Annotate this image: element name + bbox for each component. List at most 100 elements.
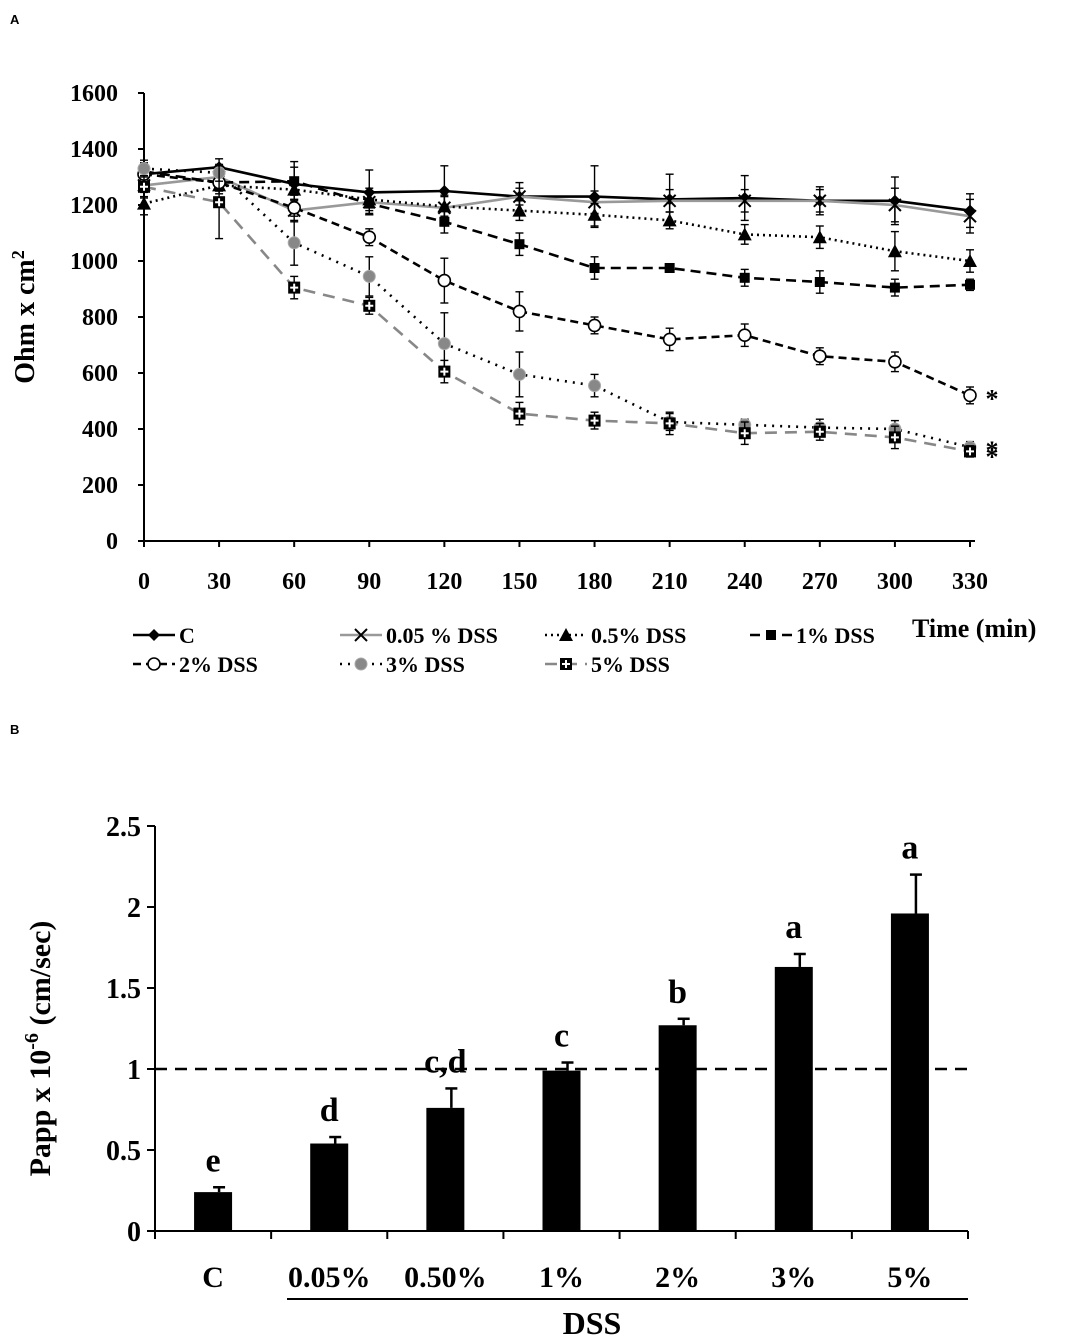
bar — [774, 966, 813, 1231]
data-point — [738, 194, 752, 208]
data-point — [963, 388, 977, 403]
data-point — [287, 236, 301, 250]
y-tick-label: 1000 — [70, 249, 118, 275]
y-tick-label: 600 — [82, 361, 118, 387]
data-point — [437, 337, 451, 351]
y-tick-label: 800 — [82, 305, 118, 331]
x-tick-label: 60 — [282, 569, 306, 595]
legend-label: C — [179, 623, 195, 648]
x-tick-label: 3% — [771, 1261, 816, 1294]
x-tick-label: 180 — [577, 569, 613, 595]
y-tick-label: 2.5 — [106, 812, 141, 843]
series-6 — [138, 165, 976, 458]
data-point — [587, 195, 602, 209]
data-point — [437, 199, 452, 213]
data-point — [438, 185, 451, 197]
legend-marker — [147, 657, 161, 671]
legend-entry: C — [133, 623, 195, 648]
x-tick-label: 210 — [652, 569, 688, 595]
legend-marker — [148, 629, 160, 641]
data-point — [812, 230, 827, 244]
significance-star: * — [986, 384, 999, 413]
data-point — [438, 365, 451, 378]
data-point — [138, 180, 150, 193]
data-point — [588, 379, 602, 393]
x-tick-label: C — [202, 1261, 224, 1294]
legend-entry: 0.5% DSS — [545, 623, 686, 648]
y-tick-label: 1600 — [70, 81, 118, 107]
y-tick-label: 0.5 — [106, 1136, 141, 1167]
series-line — [143, 170, 971, 289]
legend-entry: 2% DSS — [133, 652, 258, 677]
significance-letter: e — [206, 1142, 221, 1179]
data-point — [662, 213, 677, 227]
legend-label: 2% DSS — [179, 652, 258, 677]
significance-letter: a — [785, 909, 802, 946]
data-point — [137, 196, 151, 210]
data-point — [587, 207, 602, 221]
x-tick-label: 150 — [501, 569, 537, 595]
data-point — [587, 318, 602, 333]
x-tick-label: 1% — [539, 1261, 584, 1294]
data-point — [739, 272, 750, 283]
x-tick-label: 2% — [655, 1261, 700, 1294]
x-tick-label: 90 — [357, 569, 381, 595]
significance-letter: d — [320, 1092, 339, 1129]
data-point — [963, 254, 977, 267]
data-point — [364, 198, 375, 209]
legend-marker — [766, 630, 776, 640]
y-tick-label: 400 — [82, 417, 118, 443]
data-point — [813, 425, 826, 438]
x-tick-label: 120 — [426, 569, 462, 595]
data-point — [737, 328, 752, 343]
bar — [890, 913, 929, 1231]
y-tick-label: 1200 — [70, 193, 118, 219]
data-point — [813, 194, 827, 208]
data-point — [889, 282, 900, 293]
legend-entry: 1% DSS — [750, 623, 875, 648]
data-point — [288, 281, 301, 294]
data-point — [737, 227, 752, 241]
x-tick-label: 300 — [877, 569, 913, 595]
x-axis-label: Time (min) — [912, 614, 1036, 643]
legend-label: 0.05 % DSS — [386, 623, 498, 648]
bar — [658, 1025, 697, 1231]
x-tick-label: 30 — [207, 569, 231, 595]
data-point — [588, 414, 601, 427]
legend-marker — [560, 658, 572, 670]
data-point — [512, 367, 526, 381]
legend-marker — [354, 657, 368, 671]
x-tick-label: 270 — [802, 569, 838, 595]
y-axis-label: Papp x 10-6 (cm/sec) — [21, 921, 57, 1177]
bar — [426, 1107, 465, 1231]
significance-star: * — [986, 442, 999, 471]
y-axis-label: Ohm x cm2 — [8, 250, 41, 383]
data-point — [362, 269, 376, 283]
data-point — [287, 201, 301, 215]
y-tick-label: 1400 — [70, 137, 118, 163]
x-tick-label: 5% — [887, 1261, 932, 1294]
series-line — [143, 184, 971, 263]
data-point — [289, 176, 300, 187]
legend-entry: 5% DSS — [545, 652, 670, 677]
data-point — [887, 244, 902, 258]
data-point — [512, 304, 527, 319]
x-tick-label: 240 — [727, 569, 763, 595]
series-5 — [137, 159, 977, 454]
data-point — [662, 194, 677, 208]
data-point — [964, 445, 976, 458]
chart-a-line: 0 200 400 600 800 1000 1200 1400 1600 0 30 60 90 120 1… — [8, 81, 1036, 677]
series-line — [143, 175, 971, 218]
legend-label: 0.5% DSS — [591, 623, 686, 648]
data-point — [888, 198, 902, 212]
legend-entry: 3% DSS — [340, 652, 465, 677]
x-tick-label: 330 — [952, 569, 988, 595]
legend-label: 5% DSS — [591, 652, 670, 677]
x-tick-label: 0.05% — [288, 1261, 371, 1294]
series-line — [143, 172, 971, 397]
series-line — [143, 167, 971, 449]
data-point — [439, 216, 450, 227]
bar — [194, 1192, 233, 1231]
significance-star: * — [986, 436, 999, 465]
